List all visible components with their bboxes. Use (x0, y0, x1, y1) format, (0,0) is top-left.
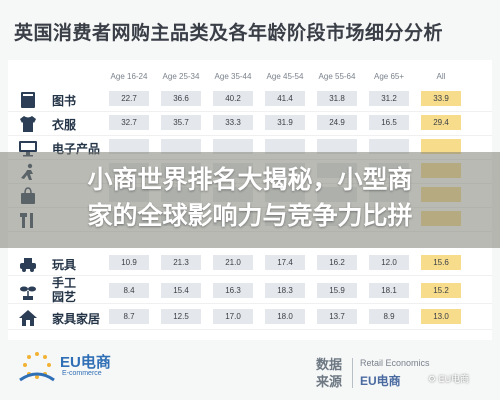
table-cell (213, 139, 253, 154)
table-cell: 21.0 (213, 255, 253, 270)
table-cell: 24.9 (317, 115, 357, 130)
table-cell: 35.7 (161, 115, 201, 130)
toy-icon (18, 255, 38, 273)
table-row: 图书 22.7 36.6 40.2 41.4 31.8 31.2 33.9 (8, 88, 492, 112)
eu-logo-icon (19, 352, 55, 382)
col-header-55-64: Age 55-64 (318, 72, 356, 81)
banner-line-1: 小商世界排名大揭秘，小型商 (87, 166, 413, 194)
logo-text: EU电商 (60, 354, 111, 371)
table-cell: 15.9 (317, 283, 357, 298)
table-cell: 41.4 (265, 91, 305, 106)
row-separator (8, 111, 492, 112)
eu-commerce-label: EU电商 (360, 374, 401, 388)
table-cell: 10.9 (109, 255, 149, 270)
table-cell (421, 139, 461, 154)
row-label: 玩具 (52, 258, 77, 272)
col-header-25-34: Age 25-34 (162, 72, 200, 81)
table-cell (317, 139, 357, 154)
retail-economics-label: Retail Economics (360, 358, 430, 368)
row-separator (8, 329, 492, 330)
row-separator (8, 135, 492, 136)
table-cell: 18.0 (265, 309, 305, 324)
table-row: 玩具 10.9 21.3 21.0 17.4 16.2 12.0 15.6 (8, 252, 492, 276)
table-cell: 33.3 (213, 115, 253, 130)
book-icon (18, 91, 38, 109)
banner-overlay (0, 152, 500, 248)
table-cell: 16.3 (213, 283, 253, 298)
table-cell: 31.9 (265, 115, 305, 130)
data-source-line-1: 数据 (316, 357, 343, 372)
table-cell: 8.7 (109, 309, 149, 324)
table-cell (369, 139, 409, 154)
watermark: ⚙ EU电商 (428, 374, 470, 384)
row-label: 家具家居 (52, 312, 101, 326)
col-header-45-54: Age 45-54 (266, 72, 304, 81)
table-row: 电子产品 (8, 136, 492, 160)
table-cell: 15.2 (421, 283, 461, 298)
shirt-icon (18, 115, 38, 133)
table-cell: 31.8 (317, 91, 357, 106)
row-label: 手工 园艺 (52, 276, 77, 304)
table-cell: 15.4 (161, 283, 201, 298)
row-separator (8, 275, 492, 276)
table-cell: 13.0 (421, 309, 461, 324)
table-cell: 15.6 (421, 255, 461, 270)
row-label: 图书 (52, 94, 77, 108)
col-header-35-44: Age 35-44 (214, 72, 252, 81)
house-icon (18, 309, 38, 327)
row-label: 衣服 (52, 118, 77, 132)
table-cell: 17.0 (213, 309, 253, 324)
col-header-65-plus: Age 65+ (373, 72, 405, 81)
table-cell: 40.2 (213, 91, 253, 106)
row-separator (8, 303, 492, 304)
table-cell: 21.3 (161, 255, 201, 270)
table-cell: 13.7 (317, 309, 357, 324)
footer-divider (352, 358, 353, 388)
banner-line-2: 家的全球影响力与竞争力比拼 (87, 202, 413, 230)
table-cell: 33.9 (421, 91, 461, 106)
table-row: 手工 园艺 8.4 15.4 16.3 18.3 15.9 18.1 15.2 (8, 276, 492, 304)
logo-subtext: E-commerce (62, 370, 102, 377)
col-header-all: All (436, 72, 446, 81)
table-cell: 8.9 (369, 309, 409, 324)
chart-title: 英国消费者网购主品类及各年龄阶段市场细分分析 (14, 23, 444, 44)
table-cell (109, 139, 149, 154)
table-cell: 18.3 (265, 283, 305, 298)
table-cell: 36.6 (161, 91, 201, 106)
table-cell (161, 139, 201, 154)
table-cell: 16.5 (369, 115, 409, 130)
data-source-label: 数据 来源 (316, 356, 346, 390)
table-cell: 17.4 (265, 255, 305, 270)
garden-icon (18, 283, 38, 301)
banner-text: 小商世界排名大揭秘，小型商 家的全球影响力与竞争力比拼 (0, 162, 500, 234)
col-header-16-24: Age 16-24 (110, 72, 148, 81)
table-cell: 18.1 (369, 283, 409, 298)
footer (0, 340, 500, 400)
table-cell: 12.0 (369, 255, 409, 270)
table-row: 衣服 32.7 35.7 33.3 31.9 24.9 16.5 29.4 (8, 112, 492, 136)
table-cell: 16.2 (317, 255, 357, 270)
table-cell: 29.4 (421, 115, 461, 130)
table-cell: 8.4 (109, 283, 149, 298)
table-cell: 12.5 (161, 309, 201, 324)
table-cell: 32.7 (109, 115, 149, 130)
table-cell: 31.2 (369, 91, 409, 106)
table-cell: 22.7 (109, 91, 149, 106)
table-cell (265, 139, 305, 154)
data-source-line-2: 来源 (316, 374, 343, 389)
watermark-text: EU电商 (438, 374, 470, 384)
table-row: 家具家居 8.7 12.5 17.0 18.0 13.7 8.9 13.0 (8, 306, 492, 330)
